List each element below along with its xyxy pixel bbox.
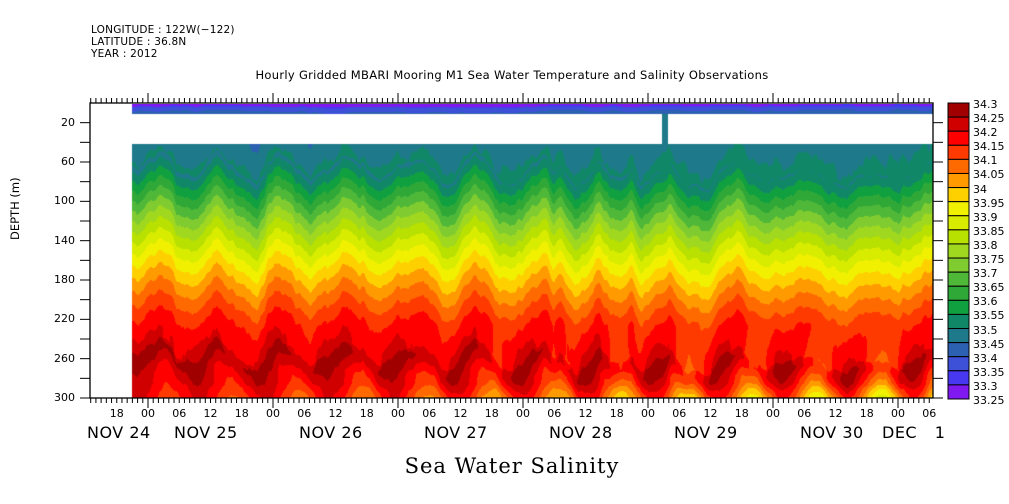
- colorbar-level-label: 33.25: [973, 394, 1005, 407]
- colorbar-swatch: [947, 328, 970, 344]
- colorbar-level-label: 34: [973, 182, 987, 196]
- colorbar-level-label: 33.85: [973, 224, 1005, 238]
- x-tick-label: 06: [297, 407, 312, 420]
- x-tick-label: 12: [703, 407, 718, 420]
- colorbar-level-label: 33.35: [973, 365, 1005, 379]
- x-day-label: NOV 26: [299, 423, 363, 442]
- colorbar-level-label: 33.9: [973, 210, 998, 224]
- colorbar-swatch: [947, 370, 970, 386]
- x-tick-label: 18: [734, 407, 749, 420]
- colorbar-level-label: 33.95: [973, 196, 1005, 210]
- x-tick-label: 18: [359, 407, 374, 420]
- x-day-label: NOV 24: [87, 423, 151, 442]
- colorbar: [947, 102, 970, 400]
- colorbar-level-label: 33.55: [973, 309, 1005, 323]
- x-tick-label: 00: [891, 407, 905, 420]
- y-axis-label: DEPTH (m): [8, 177, 22, 240]
- colorbar-swatch: [947, 172, 970, 189]
- x-tick-label: 06: [672, 407, 687, 420]
- plot-frame: [89, 102, 934, 399]
- chart-title: Hourly Gridded MBARI Mooring M1 Sea Wate…: [255, 68, 769, 82]
- latitude-label: LATITUDE : 36.8N: [91, 36, 187, 48]
- colorbar-level-label: 33.65: [973, 281, 1005, 295]
- x-day-label: NOV 27: [424, 423, 488, 442]
- colorbar-swatch: [947, 102, 970, 118]
- x-tick-label: 00: [391, 407, 405, 420]
- x-day-label: NOV 29: [674, 423, 738, 442]
- colorbar-level-label: 33.45: [973, 337, 1005, 351]
- y-tick-label: 300: [54, 391, 75, 404]
- x-tick-label: 00: [766, 407, 780, 420]
- colorbar-swatch: [947, 271, 970, 287]
- y-tick-label: 100: [54, 194, 75, 208]
- x-day-label: NOV 25: [174, 423, 238, 442]
- colorbar-swatch: [947, 144, 970, 160]
- colorbar-level-label: 33.75: [973, 253, 1005, 267]
- colorbar-swatch: [947, 342, 970, 358]
- colorbar-swatch: [947, 201, 970, 217]
- colorbar-swatch: [947, 215, 970, 231]
- x-day-label: NOV 30: [800, 423, 864, 442]
- x-tick-label: 18: [484, 407, 499, 420]
- colorbar-level-label: 34.15: [973, 140, 1005, 154]
- colorbar-swatch: [947, 116, 970, 132]
- x-tick-label: 12: [453, 407, 468, 420]
- x-tick-label: 18: [859, 407, 874, 420]
- x-tick-label: 06: [547, 407, 562, 420]
- colorbar-swatch: [947, 384, 970, 400]
- x-tick-label: 12: [203, 407, 218, 420]
- colorbar-swatch: [947, 243, 970, 259]
- x-tick-label: 18: [609, 407, 624, 420]
- colorbar-level-label: 33.7: [973, 267, 998, 281]
- colorbar-swatch: [947, 356, 970, 372]
- y-tick-label: 20: [61, 115, 75, 129]
- x-tick-label: 12: [828, 407, 843, 420]
- colorbar-swatch: [947, 285, 970, 301]
- x-tick-label: 00: [141, 407, 155, 420]
- colorbar-swatch: [947, 299, 970, 315]
- x-tick-label: 12: [328, 407, 343, 420]
- colorbar-swatch: [947, 158, 970, 174]
- x-tick-label: 00: [266, 407, 280, 420]
- x-tick-label: 00: [516, 407, 530, 420]
- colorbar-level-label: 33.4: [973, 351, 998, 365]
- x-tick-label: 06: [172, 407, 187, 420]
- y-tick-label: 260: [54, 351, 75, 365]
- colorbar-level-label: 34.3: [973, 98, 998, 111]
- colorbar-level-label: 34.2: [973, 126, 998, 140]
- colorbar-level-label: 33.3: [973, 379, 998, 393]
- colorbar-level-label: 34.05: [973, 168, 1005, 182]
- colorbar-level-label: 33.5: [973, 323, 998, 337]
- colorbar-level-label: 33.6: [973, 295, 998, 309]
- x-axis-label: Sea Water Salinity: [404, 454, 620, 478]
- y-tick-label: 60: [61, 155, 75, 168]
- y-tick-label: 180: [54, 273, 75, 286]
- x-day-label: DEC 1: [882, 423, 946, 442]
- colorbar-swatch: [947, 229, 970, 245]
- x-tick-label: 12: [578, 407, 593, 420]
- colorbar-swatch: [947, 130, 970, 146]
- x-day-label: NOV 28: [549, 423, 613, 442]
- y-tick-label: 140: [54, 233, 75, 247]
- plot-frame-rect: [89, 102, 934, 399]
- x-axis-ticks: [90, 93, 930, 408]
- year-label: YEAR : 2012: [91, 48, 158, 60]
- colorbar-level-label: 33.8: [973, 238, 998, 252]
- y-axis-ticks: [80, 122, 943, 399]
- x-tick-label: 18: [234, 407, 249, 420]
- colorbar-swatch: [947, 313, 970, 330]
- colorbar-swatch: [947, 257, 970, 273]
- x-tick-label: 06: [922, 407, 937, 420]
- x-tick-label: 06: [797, 407, 812, 420]
- colorbar-swatch: [947, 187, 970, 203]
- longitude-label: LONGITUDE : 122W(−122): [91, 24, 235, 36]
- colorbar-level-label: 34.25: [973, 112, 1005, 126]
- y-tick-label: 220: [54, 312, 75, 326]
- x-tick-label: 06: [422, 407, 437, 420]
- salinity-contour-field: [91, 104, 933, 398]
- colorbar-level-label: 34.1: [973, 154, 998, 168]
- x-tick-label: 00: [641, 407, 655, 420]
- x-tick-label: 18: [109, 407, 124, 420]
